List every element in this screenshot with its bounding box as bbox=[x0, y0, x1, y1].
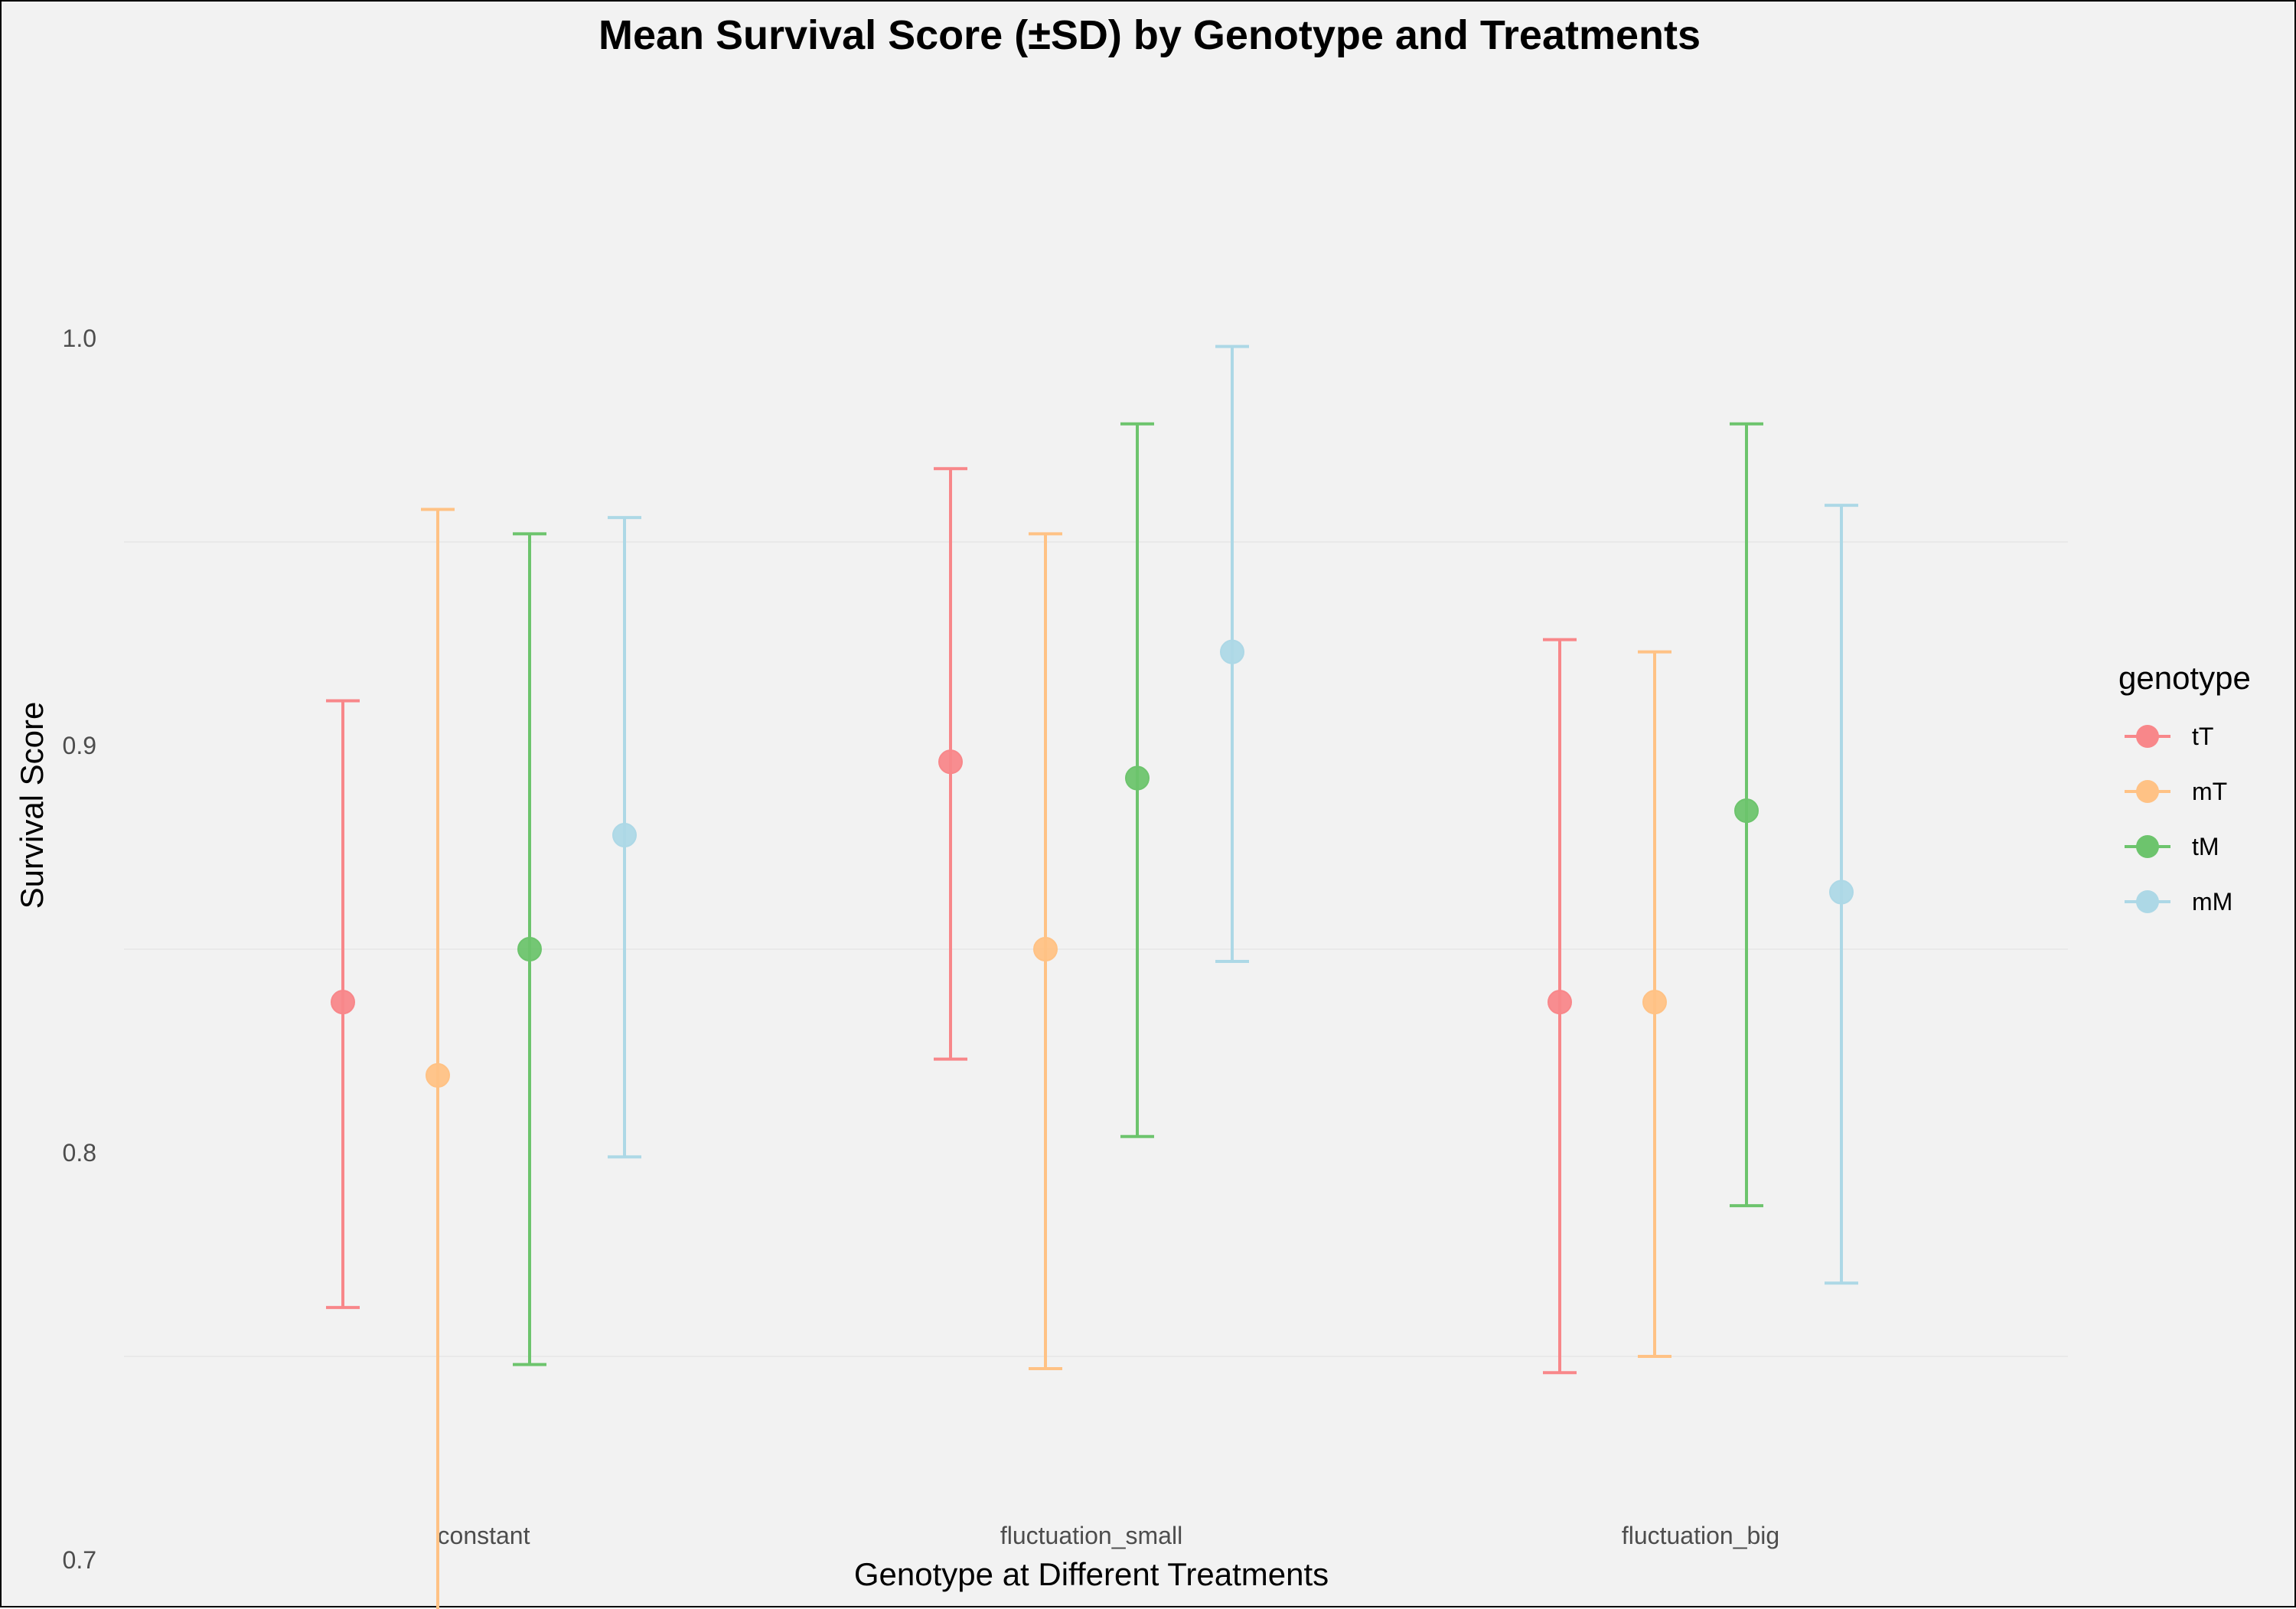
y-axis-title: Survival Score bbox=[14, 702, 50, 909]
legend-key-point bbox=[2136, 725, 2159, 748]
legend-label: mM bbox=[2192, 888, 2232, 915]
y-tick-label: 0.9 bbox=[63, 732, 96, 759]
legend-label: tM bbox=[2192, 833, 2219, 860]
mean-point bbox=[426, 1062, 450, 1088]
mean-point bbox=[1033, 937, 1058, 961]
legend-item-tT: tT bbox=[2125, 723, 2213, 750]
series-tM bbox=[513, 422, 1763, 1366]
y-tick-label: 0.8 bbox=[63, 1139, 96, 1167]
legend-item-mT: mT bbox=[2125, 778, 2227, 805]
legend-key-point bbox=[2136, 780, 2159, 803]
legend: genotype tT mT tM mM bbox=[2118, 660, 2251, 915]
x-tick-label: fluctuation_big bbox=[1622, 1522, 1779, 1549]
y-tick-label: 1.0 bbox=[63, 325, 96, 352]
legend-items: tT mT tM mM bbox=[2125, 723, 2232, 915]
x-axis-ticks: constant fluctuation_small fluctuation_big bbox=[438, 1522, 1780, 1549]
mean-point bbox=[1734, 798, 1759, 824]
plot-series bbox=[326, 344, 1858, 1609]
series-mT bbox=[421, 508, 1671, 1609]
series-mM bbox=[608, 344, 1858, 1285]
grid-layer bbox=[124, 541, 2068, 1357]
legend-label: mT bbox=[2192, 778, 2227, 805]
mean-point bbox=[1220, 639, 1244, 664]
legend-key-point bbox=[2136, 835, 2159, 858]
mean-point bbox=[1125, 765, 1150, 791]
legend-key-point bbox=[2136, 890, 2159, 913]
mean-point bbox=[938, 749, 963, 775]
y-axis-ticks: 0.7 0.8 0.9 1.0 bbox=[63, 325, 96, 1574]
x-tick-label: fluctuation_small bbox=[1000, 1522, 1182, 1549]
legend-label: tT bbox=[2192, 723, 2213, 750]
x-axis-title: Genotype at Different Treatments bbox=[854, 1556, 1329, 1592]
legend-title: genotype bbox=[2118, 660, 2251, 696]
mean-point bbox=[1548, 990, 1572, 1015]
mean-point bbox=[331, 990, 355, 1015]
y-tick-label: 0.7 bbox=[63, 1546, 96, 1574]
chart-title: Mean Survival Score (±SD) by Genotype an… bbox=[598, 12, 1701, 58]
mean-point bbox=[1829, 880, 1854, 905]
series-tT bbox=[326, 467, 1577, 1375]
legend-item-tM: tM bbox=[2125, 833, 2219, 860]
mean-point bbox=[517, 937, 542, 961]
mean-point bbox=[612, 823, 637, 848]
legend-item-mM: mM bbox=[2125, 888, 2232, 915]
x-tick-label: constant bbox=[438, 1522, 530, 1549]
mean-point bbox=[1642, 990, 1667, 1015]
